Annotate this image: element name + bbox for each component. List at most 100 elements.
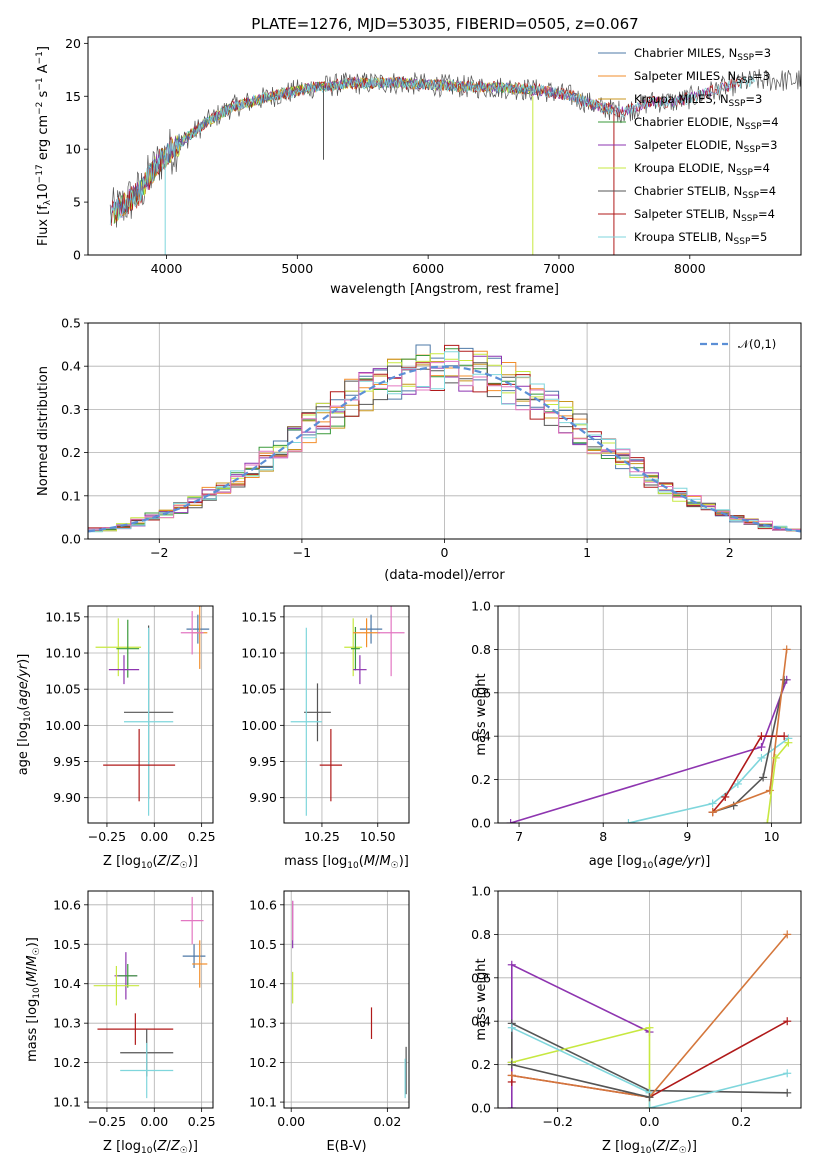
y-tick-label: 15	[65, 89, 81, 104]
histogram-pink_model	[88, 360, 801, 539]
x-tick-label: −0.2	[543, 1114, 573, 1129]
axes-frame	[283, 890, 410, 1109]
y-tick-label: 0.2	[61, 445, 81, 460]
y-tick-label: 10.00	[45, 718, 81, 733]
normal-curve	[88, 365, 801, 533]
y-tick-label: 10.1	[53, 1095, 81, 1110]
y-tick-label: 0.6	[471, 970, 491, 985]
x-axis-label: age [log10(age/yr)]	[589, 854, 711, 871]
y-tick-label: 9.90	[53, 790, 81, 805]
y-tick-label: 0.3	[61, 402, 81, 417]
x-axis-label: Z [log10(Z/Z☉)]	[103, 854, 198, 871]
plot-area	[506, 645, 793, 823]
y-tick-label: 1.0	[471, 884, 491, 899]
legend-label: Chabrier STELIB, NSSP=4	[634, 184, 776, 201]
y-axis-label: mass weight	[474, 673, 489, 755]
x-axis-label: mass [log10(M/M☉)]	[284, 854, 409, 871]
x-tick-label: 0.00	[140, 1114, 168, 1129]
axes-frame	[87, 890, 214, 1109]
y-tick-label: 9.95	[249, 754, 277, 769]
x-tick-label: 1	[583, 545, 591, 560]
y-tick-label: 0.5	[61, 316, 81, 331]
x-tick-label: 0.0	[640, 1114, 660, 1129]
y-tick-label: 0.2	[471, 1057, 491, 1072]
y-tick-label: 10.6	[249, 897, 277, 912]
y-tick-label: 10.4	[53, 976, 81, 991]
x-tick-label: 10	[764, 829, 780, 844]
weight-line-orange_model	[712, 649, 788, 813]
y-tick-label: 0.4	[61, 359, 81, 374]
y-tick-label: 1.0	[471, 599, 491, 614]
plot-area	[507, 930, 792, 1108]
y-tick-label: 10.3	[53, 1016, 81, 1031]
legend-label: Kroupa ELODIE, NSSP=4	[634, 161, 770, 178]
chart-spectrum: 4000 5000 6000 7000 8000 0 5 10 15 20 Chabrier MIL…	[35, 36, 802, 297]
x-tick-label: 2	[726, 545, 734, 560]
y-tick-label: 10.2	[53, 1055, 81, 1070]
legend-label: Kroupa STELIB, NSSP=5	[634, 230, 767, 247]
x-axis-label: Z [log10(Z/Z☉)]	[103, 1139, 198, 1156]
legend-label: Chabrier ELODIE, NSSP=4	[634, 115, 779, 132]
x-tick-label: 0.02	[373, 1114, 401, 1129]
chart-mass_vs_Z: −0.25 0.00 0.25 10.1 10.2 10.3 10.4 10.5 10.6 Z […	[25, 890, 216, 1156]
y-tick-label: 10	[65, 142, 81, 157]
y-tick-label: 0.8	[471, 642, 491, 657]
weight-line-chabrier_stelib	[510, 1022, 788, 1094]
plot-area	[109, 69, 801, 255]
x-tick-label: 0.2	[731, 1114, 751, 1129]
weight-line-salpeter_elodie	[510, 679, 788, 823]
plot-area	[290, 606, 405, 816]
x-tick-label: 0	[441, 545, 449, 560]
y-tick-label: 0.8	[471, 927, 491, 942]
x-tick-label: 0.25	[188, 829, 216, 844]
y-tick-label: 0.6	[471, 685, 491, 700]
x-tick-label: 5000	[281, 261, 313, 276]
y-tick-label: 20	[65, 36, 81, 51]
y-tick-label: 10.5	[249, 937, 277, 952]
spectrum-line-kroupa_stelib	[109, 76, 756, 225]
weight-line-chabrier_stelib	[511, 1063, 650, 1098]
x-axis-label: (data-model)/error	[384, 568, 505, 583]
plot-area	[93, 896, 208, 1099]
legend-label: Salpeter ELODIE, NSSP=3	[634, 138, 777, 155]
x-tick-label: 0.25	[188, 1114, 216, 1129]
spectrum-line-chabrier_stelib	[109, 69, 801, 228]
chart-age_vs_Z: −0.25 0.00 0.25 9.90 9.95 10.00 10.05 10.10 10.1…	[16, 605, 216, 871]
y-tick-label: 0.4	[471, 729, 491, 744]
weight-line-chabrier_stelib	[712, 679, 785, 813]
axes-frame	[87, 36, 802, 256]
y-tick-label: 0.2	[471, 772, 491, 787]
y-tick-label: 10.00	[241, 718, 277, 733]
plot-area	[292, 900, 407, 1099]
weight-line-kroupa_elodie	[511, 1026, 651, 1108]
x-axis-label: wavelength [Angstrom, rest frame]	[330, 282, 559, 297]
x-tick-label: −1	[293, 545, 311, 560]
spectrum-line-chabrier_miles	[113, 76, 614, 214]
y-tick-label: 9.95	[53, 754, 81, 769]
x-tick-label: 4000	[151, 261, 183, 276]
axes-frame	[497, 605, 802, 824]
y-tick-label: 0	[73, 248, 81, 263]
x-tick-label: −0.25	[88, 1114, 126, 1129]
y-tick-label: 9.90	[249, 790, 277, 805]
y-axis-label: Flux [fλ10−17 erg cm−2 s−1 A−1]	[35, 46, 53, 246]
x-axis-label: E(B-V)	[326, 1139, 366, 1154]
x-tick-label: 6000	[412, 261, 444, 276]
x-tick-label: 0.00	[277, 1114, 305, 1129]
plot-area	[88, 344, 801, 539]
y-tick-label: 0.0	[471, 1101, 491, 1116]
weight-line-salpeter_stelib	[711, 735, 785, 813]
y-tick-label: 10.15	[241, 609, 277, 624]
chart-mass_vs_ebv: 0.00 0.02 10.1 10.2 10.3 10.4 10.5 10.6 E(B-V)	[249, 890, 410, 1154]
x-tick-label: −2	[150, 545, 168, 560]
y-tick-label: 10.10	[45, 646, 81, 661]
legend-label: Salpeter MILES, NSSP=3	[634, 69, 770, 86]
axes-frame	[283, 605, 410, 824]
y-tick-label: 10.3	[249, 1016, 277, 1031]
chart-age_vs_mass: 10.25 10.50 9.90 9.95 10.00 10.05 10.10 10.15 ma…	[241, 605, 410, 871]
y-tick-label: 10.2	[249, 1055, 277, 1070]
y-axis-label: age [log10(age/yr)]	[16, 654, 33, 776]
x-tick-label: 8000	[674, 261, 706, 276]
y-tick-label: 10.1	[249, 1095, 277, 1110]
